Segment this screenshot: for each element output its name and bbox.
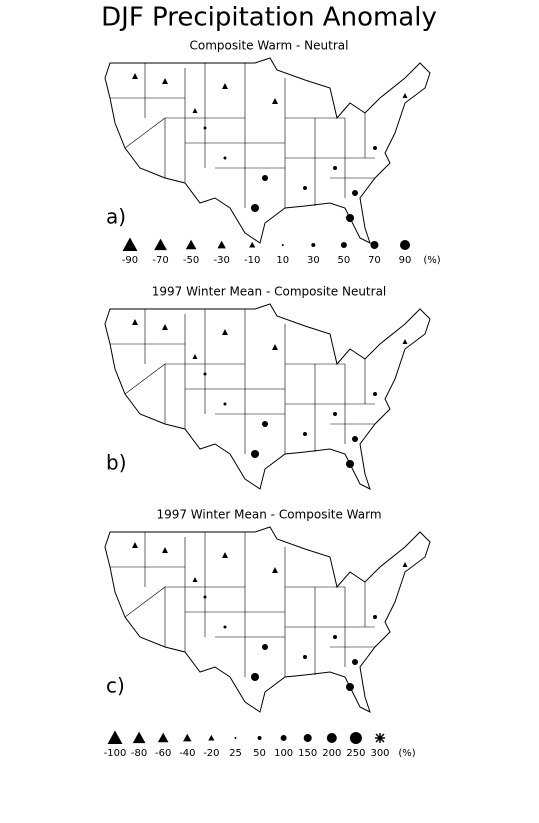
legend-label: 50: [253, 748, 266, 759]
panel-subtitle: Composite Warm - Neutral: [190, 39, 349, 53]
legend-label: -10: [244, 255, 260, 266]
legend-label: 30: [307, 255, 320, 266]
legend-label: 100: [274, 748, 293, 759]
legend-label: 10: [276, 255, 289, 266]
legend-label: 250: [346, 748, 365, 759]
panel-label: c): [106, 674, 125, 698]
us-map: [104, 57, 431, 244]
legend-asterisk: [375, 733, 385, 743]
legend-circle: [349, 732, 362, 744]
legend-triangle: [122, 237, 138, 251]
legend-label: 150: [298, 748, 317, 759]
panel-label: b): [106, 451, 127, 475]
legend-label: -50: [183, 255, 199, 266]
legend-triangle: [132, 731, 146, 744]
legend-triangle: [217, 240, 226, 249]
us-map: [104, 526, 431, 713]
panel-subtitle: 1997 Winter Mean - Composite Warm: [156, 508, 381, 522]
legend-unit: (%): [398, 748, 415, 759]
legend-triangle: [107, 730, 123, 744]
legend-triangle: [208, 734, 215, 741]
legend-triangle: [154, 238, 167, 251]
legend-circle: [281, 244, 284, 246]
legend-circle: [311, 243, 316, 247]
panel-label: a): [106, 205, 126, 229]
legend-label: -100: [104, 748, 127, 759]
legend-label: 25: [229, 748, 242, 759]
us-map: [104, 303, 431, 490]
legend-label: -20: [203, 748, 219, 759]
legend-label: -80: [131, 748, 147, 759]
legend-triangle: [185, 239, 197, 250]
figure-title: DJF Precipitation Anomaly: [101, 3, 437, 33]
legend-label: -70: [152, 255, 168, 266]
legend-unit: (%): [423, 255, 440, 266]
legend-label: 70: [368, 255, 381, 266]
legend-label: 90: [399, 255, 412, 266]
legend-triangle: [183, 733, 192, 742]
legend-circle: [234, 737, 237, 739]
legend-circle: [400, 240, 410, 250]
legend-circle: [303, 734, 312, 742]
legend-label: -90: [122, 255, 138, 266]
legend-circle: [257, 736, 262, 740]
legend-label: -60: [155, 748, 171, 759]
legend-circle: [340, 242, 347, 248]
legend-circle: [370, 241, 379, 249]
legend-triangle: [157, 732, 169, 743]
legend-circle: [326, 733, 337, 743]
legend-triangle: [249, 241, 256, 248]
legend-label: -30: [213, 255, 229, 266]
legend-label: -40: [179, 748, 195, 759]
legend-circle: [280, 735, 287, 741]
legend-label: 200: [322, 748, 341, 759]
legend-label: 300: [370, 748, 389, 759]
legend-label: 50: [338, 255, 351, 266]
panel-subtitle: 1997 Winter Mean - Composite Neutral: [152, 285, 387, 299]
